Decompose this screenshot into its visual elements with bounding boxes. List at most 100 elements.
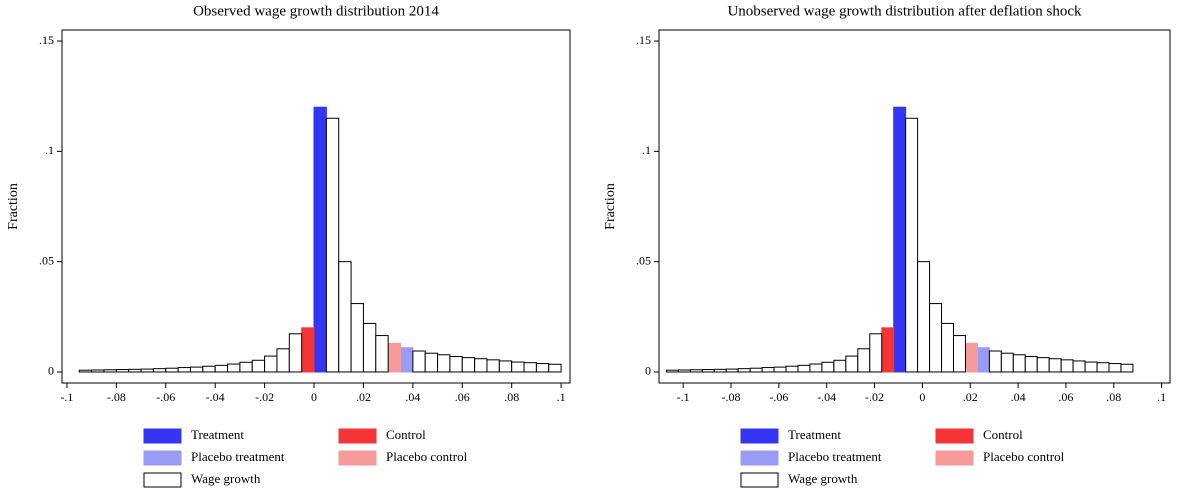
x-tick-label: .06: [1058, 390, 1073, 404]
y-tick-label: .15: [39, 33, 54, 47]
histogram-bar: [1000, 352, 1014, 373]
y-tick-label: 0: [48, 364, 54, 378]
legend-label: Placebo control: [983, 449, 1065, 464]
histogram-bar: [689, 369, 703, 373]
histogram-bar: [338, 261, 352, 373]
legend-swatch: [143, 472, 182, 488]
histogram-bar: [713, 368, 727, 373]
histogram-bar: [1084, 361, 1098, 373]
y-tick-label: .05: [39, 253, 54, 267]
histogram-bar: [952, 335, 966, 373]
histogram-bar: [387, 342, 402, 373]
plot-frame: [658, 29, 1171, 384]
histogram-bar: [400, 347, 414, 373]
histogram-bar: [362, 322, 377, 373]
histogram-bar: [165, 367, 179, 373]
histogram-bar: [725, 368, 739, 373]
x-tick-label: 0: [311, 390, 317, 404]
histogram-bar: [288, 333, 303, 373]
y-axis-label: Fraction: [6, 183, 21, 230]
histogram-bar: [449, 356, 463, 373]
histogram-bar: [227, 363, 241, 373]
histogram-bar: [239, 361, 253, 373]
histogram-bar: [214, 364, 229, 373]
histogram-bar: [773, 366, 787, 373]
histogram-bar: [964, 342, 978, 373]
histogram-bar: [893, 106, 907, 373]
x-tick-label: -.06: [769, 390, 788, 404]
histogram-bar: [1036, 357, 1050, 373]
histogram-bar: [301, 327, 315, 373]
histogram-bar: [988, 350, 1002, 373]
x-tick-label: .06: [455, 390, 470, 404]
histogram-bar: [548, 363, 562, 373]
histogram-bar: [1048, 358, 1062, 373]
x-tick-label: 0: [919, 390, 925, 404]
x-tick-label: -.04: [817, 390, 836, 404]
histogram-bar: [264, 355, 278, 373]
histogram-bar: [350, 303, 364, 373]
legend-swatch: [935, 428, 974, 444]
legend-label: Wage growth: [788, 471, 858, 486]
histogram-bar: [115, 369, 130, 373]
histogram-bar: [152, 368, 167, 373]
histogram-bar: [1120, 363, 1134, 373]
legend-swatch: [143, 428, 182, 444]
histogram-bar: [665, 369, 679, 373]
histogram-bar: [128, 368, 142, 373]
histogram-bar: [189, 366, 204, 373]
y-axis-label: Fraction: [603, 183, 618, 230]
histogram-bar: [511, 361, 525, 373]
chart-title: Unobserved wage growth distribution afte…: [727, 3, 1082, 19]
histogram-bar: [797, 364, 811, 373]
x-tick-label: .1: [557, 390, 566, 404]
legend-label: Treatment: [191, 427, 244, 442]
legend-swatch: [338, 450, 377, 466]
histogram-bar: [486, 359, 500, 373]
legend-label: Treatment: [788, 427, 841, 442]
x-tick-label: -.04: [206, 390, 225, 404]
histogram-bar: [809, 363, 823, 373]
histogram-bar: [1024, 356, 1038, 373]
y-tick-label: 0: [645, 364, 651, 378]
histogram-bar: [202, 365, 216, 373]
histogram-bar: [833, 359, 847, 373]
histogram-bar: [976, 347, 990, 373]
histogram-bar: [474, 358, 488, 373]
chart-title: Observed wage growth distribution 2014: [193, 3, 439, 19]
histogram-bar: [761, 367, 775, 373]
x-tick-label: .02: [356, 390, 371, 404]
histogram-bar: [498, 360, 513, 373]
x-tick-label: -.1: [677, 390, 690, 404]
y-tick-label: .1: [642, 143, 651, 157]
histogram-bar: [325, 117, 340, 373]
histogram-bar: [424, 352, 439, 373]
y-tick-label: .1: [45, 143, 54, 157]
histogram-bar: [941, 322, 954, 373]
histogram-bar: [103, 369, 117, 373]
legend-swatch: [740, 428, 779, 444]
x-tick-label: .04: [1011, 390, 1026, 404]
legend-label: Placebo control: [386, 449, 468, 464]
x-tick-label: -.08: [722, 390, 741, 404]
histogram-bar: [857, 348, 871, 373]
histogram-bar: [1096, 362, 1110, 373]
legend-label: Wage growth: [191, 471, 261, 486]
histogram-bar: [1012, 354, 1026, 373]
x-tick-label: -.06: [156, 390, 175, 404]
histogram-bar: [535, 363, 550, 373]
histogram-bar: [905, 117, 919, 373]
histogram-bar: [1108, 363, 1122, 373]
histogram-bar: [749, 367, 763, 373]
histogram-bar: [78, 369, 93, 373]
legend-swatch: [740, 450, 779, 466]
legend-swatch: [740, 472, 779, 488]
histogram-bar: [677, 369, 691, 373]
histogram-bar: [881, 327, 895, 373]
histogram-bar: [437, 354, 451, 373]
histogram-bar: [785, 365, 799, 373]
x-tick-label: -.08: [107, 390, 126, 404]
histogram-bar: [523, 362, 537, 373]
legend-label: Placebo treatment: [788, 449, 882, 464]
legend-swatch: [338, 428, 377, 444]
